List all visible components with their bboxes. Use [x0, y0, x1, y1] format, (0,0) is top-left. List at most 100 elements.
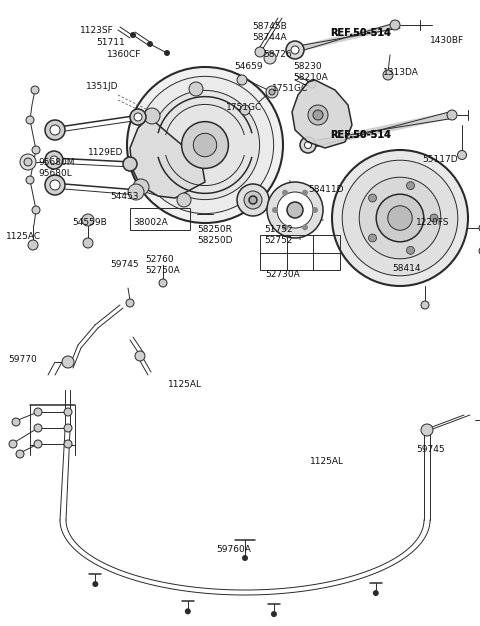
Circle shape	[457, 150, 467, 160]
Circle shape	[189, 82, 203, 96]
Circle shape	[181, 121, 228, 168]
Circle shape	[193, 133, 216, 156]
Circle shape	[150, 90, 260, 200]
Circle shape	[9, 440, 17, 448]
Text: 52750A: 52750A	[145, 266, 180, 275]
Text: 95680M: 95680M	[38, 158, 74, 167]
Circle shape	[447, 110, 457, 120]
Circle shape	[92, 581, 98, 587]
Text: 58744A: 58744A	[252, 33, 287, 42]
Circle shape	[45, 120, 65, 140]
Circle shape	[421, 301, 429, 309]
Circle shape	[12, 418, 20, 426]
Circle shape	[407, 182, 415, 190]
Circle shape	[130, 109, 146, 125]
Circle shape	[147, 41, 153, 47]
Circle shape	[291, 46, 299, 54]
Circle shape	[388, 206, 412, 230]
Text: 58250R: 58250R	[197, 225, 232, 234]
Circle shape	[50, 156, 58, 164]
Circle shape	[308, 80, 316, 88]
Circle shape	[16, 450, 24, 458]
Text: REF.50-514: REF.50-514	[330, 130, 391, 140]
Text: 58210A: 58210A	[293, 73, 328, 82]
Circle shape	[244, 191, 262, 209]
Circle shape	[50, 125, 60, 135]
Circle shape	[407, 247, 415, 254]
Text: 59770: 59770	[8, 355, 37, 364]
Circle shape	[479, 247, 480, 255]
Circle shape	[177, 193, 191, 207]
Circle shape	[31, 86, 39, 94]
Text: 58230: 58230	[293, 62, 322, 71]
Circle shape	[313, 110, 323, 120]
Circle shape	[255, 47, 265, 57]
Circle shape	[359, 177, 441, 259]
Circle shape	[302, 224, 308, 230]
Circle shape	[83, 238, 93, 248]
Text: 58414: 58414	[392, 264, 420, 273]
Circle shape	[133, 179, 149, 195]
Circle shape	[50, 180, 60, 190]
Circle shape	[123, 157, 137, 171]
Circle shape	[26, 116, 34, 124]
Circle shape	[267, 182, 323, 238]
Circle shape	[342, 160, 458, 276]
Circle shape	[62, 356, 74, 368]
Circle shape	[390, 20, 400, 30]
Circle shape	[269, 89, 275, 95]
Circle shape	[430, 214, 438, 222]
Text: 51711: 51711	[96, 38, 125, 47]
Bar	[260, 235, 340, 270]
Text: 1125AL: 1125AL	[168, 380, 202, 389]
Text: 1430BF: 1430BF	[430, 36, 464, 45]
Circle shape	[64, 424, 72, 432]
Circle shape	[127, 67, 283, 223]
Circle shape	[242, 555, 248, 561]
Circle shape	[308, 105, 328, 125]
Circle shape	[312, 207, 318, 213]
Circle shape	[373, 590, 379, 596]
Text: 1313DA: 1313DA	[383, 68, 419, 77]
Circle shape	[332, 150, 468, 286]
Circle shape	[45, 175, 65, 195]
Circle shape	[304, 141, 312, 148]
Text: 52730A: 52730A	[265, 270, 300, 279]
Circle shape	[264, 52, 276, 64]
Circle shape	[130, 32, 136, 38]
Text: 58726: 58726	[263, 50, 292, 59]
Polygon shape	[305, 111, 455, 149]
Circle shape	[64, 440, 72, 448]
Circle shape	[45, 151, 63, 169]
Circle shape	[277, 192, 313, 228]
Text: 58411D: 58411D	[308, 185, 344, 194]
Text: 1351JD: 1351JD	[86, 82, 119, 91]
Circle shape	[300, 137, 316, 153]
Text: 1751GC: 1751GC	[272, 84, 308, 93]
Text: 59745: 59745	[110, 260, 139, 269]
Text: 52752: 52752	[264, 236, 292, 245]
Circle shape	[376, 194, 424, 242]
Circle shape	[82, 214, 94, 226]
Polygon shape	[292, 22, 400, 53]
Text: REF.50-514: REF.50-514	[330, 28, 391, 38]
Text: 1220FS: 1220FS	[416, 218, 449, 227]
Text: 1129ED: 1129ED	[88, 148, 123, 157]
Circle shape	[144, 108, 160, 124]
Circle shape	[64, 408, 72, 416]
Text: 1123SF: 1123SF	[80, 26, 114, 35]
Circle shape	[282, 224, 288, 230]
Circle shape	[237, 75, 247, 85]
Circle shape	[136, 76, 274, 213]
Circle shape	[266, 86, 278, 98]
Text: 59760A: 59760A	[216, 545, 251, 554]
Circle shape	[32, 146, 40, 154]
Circle shape	[479, 224, 480, 232]
Circle shape	[164, 50, 170, 56]
Circle shape	[128, 184, 144, 200]
Circle shape	[286, 41, 304, 59]
Circle shape	[126, 299, 134, 307]
Text: 1360CF: 1360CF	[107, 50, 142, 59]
Circle shape	[302, 190, 308, 196]
Text: 58745B: 58745B	[252, 22, 287, 31]
